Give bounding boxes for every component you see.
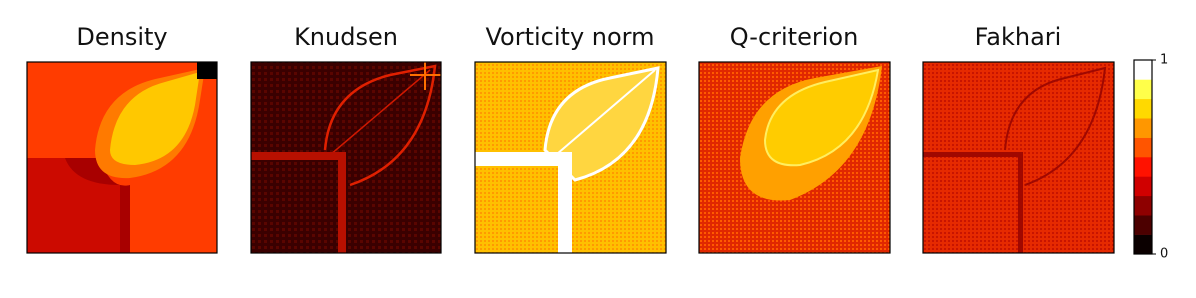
panel-vorticity: Vorticity norm: [474, 23, 667, 254]
panel-fakhari: Fakhari: [922, 23, 1115, 254]
colorbar-segment: [1134, 157, 1152, 177]
colorbar-segment: [1134, 98, 1152, 119]
panel-title: Density: [76, 23, 167, 51]
panel-title: Vorticity norm: [485, 23, 654, 51]
colorbar-segment: [1134, 60, 1152, 80]
colorbar: 01: [1133, 53, 1168, 262]
colorbar-segment: [1134, 176, 1152, 197]
colorbar-segment: [1134, 234, 1152, 255]
panel-title: Fakhari: [975, 23, 1062, 51]
colorbar-segment: [1134, 137, 1152, 158]
colorbar-segment: [1134, 215, 1152, 235]
panel-density: Density: [26, 23, 218, 254]
colorbar-tick-label: 0: [1160, 247, 1168, 262]
panel-title: Q-criterion: [730, 23, 859, 51]
panel-title: Knudsen: [294, 23, 398, 51]
colorbar-frame: [1133, 59, 1153, 255]
colorbar-segment: [1134, 195, 1152, 216]
colorbar-segment: [1134, 118, 1152, 138]
colorbar-segment: [1134, 79, 1152, 100]
panel-q-criterion: Q-criterion: [698, 23, 891, 254]
panel-knudsen: Knudsen: [250, 23, 442, 254]
colorbar-tick-label: 1: [1160, 53, 1168, 68]
